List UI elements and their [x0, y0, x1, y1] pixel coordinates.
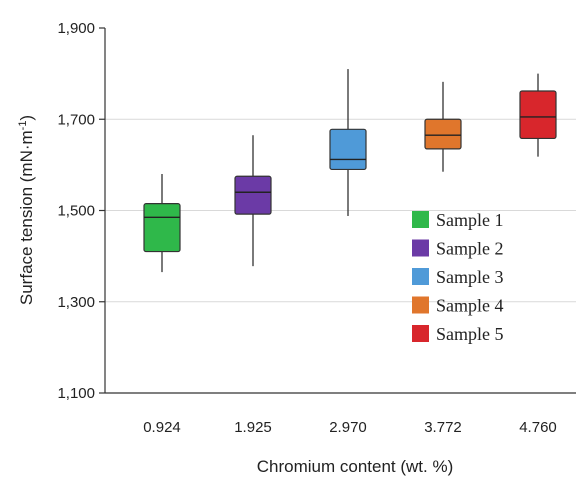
box-sample-3 — [329, 69, 367, 216]
legend-swatch — [412, 239, 429, 257]
box-iqr — [424, 118, 462, 150]
box-sample-2 — [234, 135, 272, 267]
x-tick-label: 3.772 — [424, 419, 462, 436]
y-tick-label: 1,700 — [57, 111, 95, 128]
legend-swatch — [412, 268, 429, 285]
legend-label: Sample 4 — [436, 296, 504, 316]
x-ticks: 0.924 1.925 2.970 3.772 4.760 — [143, 419, 557, 436]
box-iqr — [519, 90, 557, 140]
box-iqr — [143, 203, 181, 253]
box-sample-5 — [519, 73, 557, 157]
legend-swatch — [412, 325, 429, 342]
box-sample-4 — [424, 81, 462, 172]
gridlines — [105, 118, 576, 303]
legend-label: Sample 1 — [436, 210, 504, 230]
x-tick-label: 2.970 — [329, 419, 367, 436]
y-ticks: 1,100 1,300 1,500 1,700 1,900 — [57, 20, 105, 402]
legend-label: Sample 5 — [436, 324, 504, 344]
y-axis-label-sup: -1 — [17, 121, 29, 131]
y-tick-label: 1,500 — [57, 203, 95, 220]
box-iqr — [329, 128, 367, 171]
legend-swatch — [412, 211, 429, 228]
y-axis-label: Surface tension (mN·m-1) — [17, 115, 36, 305]
boxes — [143, 69, 557, 273]
legend-swatch — [412, 296, 429, 314]
x-tick-label: 4.760 — [519, 419, 557, 436]
x-tick-label: 0.924 — [143, 419, 181, 436]
legend-label: Sample 3 — [436, 267, 504, 287]
y-tick-label: 1,900 — [57, 20, 95, 37]
legend-label: Sample 2 — [436, 239, 504, 259]
box-sample-1 — [143, 174, 181, 273]
y-tick-label: 1,100 — [57, 385, 95, 402]
y-tick-label: 1,300 — [57, 294, 95, 311]
x-tick-label: 1.925 — [234, 419, 272, 436]
box-iqr — [234, 175, 272, 215]
y-axis-label-main: Surface tension (mN·m — [17, 130, 36, 305]
y-axis-label-close: ) — [17, 115, 36, 121]
legend: Sample 1 Sample 2 Sample 3 Sample 4 Sample 5 — [412, 210, 504, 344]
x-axis-label: Chromium content (wt. %) — [257, 457, 454, 476]
